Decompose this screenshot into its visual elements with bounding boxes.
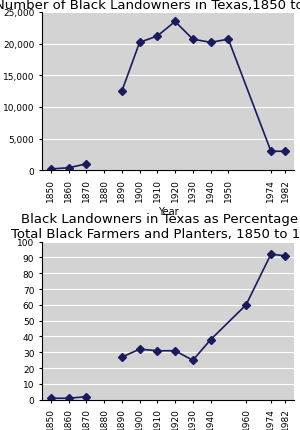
Title: Number of Black Landowners in Texas,1850 to 1982: Number of Black Landowners in Texas,1850… (0, 0, 300, 12)
X-axis label: Year: Year (158, 207, 178, 217)
Title: Black Landowners in Texas as Percentage of
Total Black Farmers and Planters, 185: Black Landowners in Texas as Percentage … (11, 213, 300, 241)
